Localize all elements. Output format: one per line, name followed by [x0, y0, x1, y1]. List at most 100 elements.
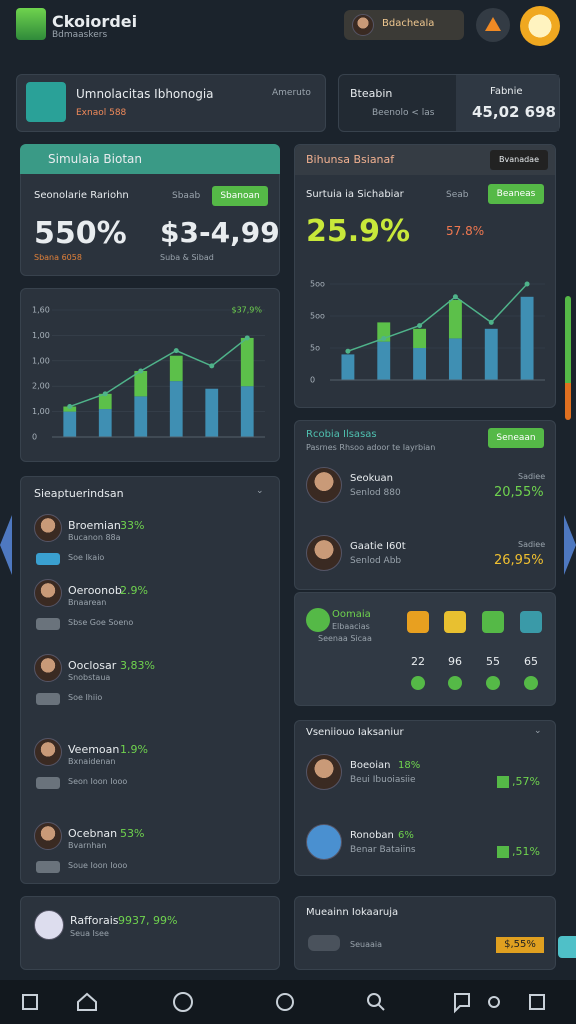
- performance-title: Bihunsa Bsianaf: [306, 153, 395, 166]
- simulation-stat: $3-4,99: [160, 216, 280, 249]
- ranking-avatar: [306, 535, 342, 571]
- holdings-toggle[interactable]: ⌄: [256, 486, 264, 496]
- profile-avatar[interactable]: [520, 6, 560, 46]
- app-title: Ckoiordei: [52, 12, 138, 31]
- nav-menu[interactable]: [22, 994, 38, 1010]
- footer-right-value: $,55%: [496, 937, 544, 953]
- balance-value-panel: [456, 75, 559, 131]
- item-note: Sbse Goe Soeno: [68, 618, 134, 627]
- item-icon: [36, 618, 60, 630]
- item-detail: Snobstaua: [68, 673, 111, 682]
- item-icon: [36, 861, 60, 873]
- stats-dot: [448, 676, 462, 690]
- performance-button[interactable]: Bvanadae: [490, 150, 548, 170]
- simulation-note: Suba & Sibad: [160, 253, 214, 262]
- logo: [16, 8, 46, 40]
- nav-more[interactable]: [529, 994, 545, 1010]
- stats-icon[interactable]: [482, 611, 504, 633]
- account-icon: [26, 82, 66, 122]
- account-title: Umnolacitas Ibhonogia: [76, 87, 214, 101]
- watch-flag: [497, 776, 509, 788]
- next-arrow[interactable]: [564, 515, 576, 575]
- nav-status[interactable]: [488, 996, 500, 1008]
- item-note: Soue Ioon Iooo: [68, 861, 128, 870]
- item-icon: [36, 553, 60, 565]
- item-avatar: [34, 654, 62, 682]
- alert-button[interactable]: [476, 8, 510, 42]
- nav-search: [377, 1003, 385, 1011]
- stats-dot: [486, 676, 500, 690]
- simulation-tag: Sbaab: [172, 191, 201, 201]
- simulation-button[interactable]: Sbanoan: [212, 186, 268, 206]
- account-subtitle: Exnaol 588: [76, 108, 127, 118]
- item-note: Seon Ioon Iooo: [68, 777, 128, 786]
- nav-home[interactable]: [77, 992, 97, 1011]
- performance-tag: Seab: [446, 190, 469, 200]
- nav-chat[interactable]: [454, 993, 470, 1014]
- ranking-name: Seokuan: [350, 473, 393, 484]
- item-avatar: [34, 822, 62, 850]
- stats-icon[interactable]: [407, 611, 429, 633]
- item-avatar: [34, 579, 62, 607]
- ranking-change: 20,55%: [494, 485, 544, 500]
- stats-dot: [524, 676, 538, 690]
- account-action[interactable]: Ameruto: [272, 88, 311, 98]
- rankings-title: Rcobia Ilsasas: [306, 429, 377, 440]
- ranking-name: Gaatie I60t: [350, 541, 406, 552]
- watch-value: ,57%: [512, 775, 540, 788]
- alert-icon: [485, 17, 501, 31]
- performance-action[interactable]: Beaneas: [488, 184, 544, 204]
- watch-flag: [497, 846, 509, 858]
- watch-change: 18%: [398, 760, 421, 771]
- account-card: [16, 74, 326, 132]
- stats-icon: [306, 608, 330, 632]
- side-badge[interactable]: [558, 936, 576, 958]
- balance-value: 45,02 698: [472, 103, 556, 121]
- nav-search[interactable]: [367, 993, 381, 1007]
- holdings-title: Sieaptuerindsan: [34, 487, 124, 500]
- simulation-stat: 550%: [34, 216, 127, 251]
- rankings-button[interactable]: Seneaan: [488, 428, 544, 448]
- stats-icon[interactable]: [444, 611, 466, 633]
- ranking-change: 26,95%: [494, 553, 544, 568]
- watch-avatar: [306, 824, 342, 860]
- item-detail: Bnaarean: [68, 598, 107, 607]
- stats-count: 22: [411, 655, 425, 668]
- simulation-header[interactable]: [20, 144, 280, 174]
- watch-detail: Benar Bataiins: [350, 845, 416, 855]
- watch-toggle[interactable]: ⌄: [534, 726, 542, 736]
- ranking-detail: Senlod Abb: [350, 556, 402, 566]
- nav-explore[interactable]: [173, 992, 193, 1012]
- rankings-subtitle: Pasrnes Rhsoo adoor te Iayrbian: [306, 443, 436, 452]
- watch-value: ,51%: [512, 845, 540, 858]
- prev-arrow[interactable]: [0, 515, 12, 575]
- stats-count: 55: [486, 655, 500, 668]
- footer-left-card: [20, 896, 280, 970]
- ranking-detail: Senlod 880: [350, 488, 401, 498]
- item-note: Soe Ikaio: [68, 553, 105, 562]
- item-detail: Bxnaidenan: [68, 757, 116, 766]
- stats-icon[interactable]: [520, 611, 542, 633]
- item-detail: Bvarnhan: [68, 841, 107, 850]
- item-change: 2.9%: [120, 584, 148, 597]
- simulation-title: Simulaia Biotan: [48, 152, 143, 166]
- nav-center[interactable]: [276, 993, 294, 1011]
- footer-name: Rafforais: [70, 914, 119, 927]
- footer-right-card: [294, 896, 556, 970]
- scrollbar: [565, 296, 571, 420]
- item-avatar: [34, 738, 62, 766]
- item-change: 53%: [120, 827, 145, 840]
- item-detail: Bucanon 88a: [68, 533, 121, 542]
- chart-card: [20, 288, 280, 462]
- simulation-note: Sbana 6058: [34, 253, 82, 262]
- ranking-label: Sadiee: [518, 472, 546, 481]
- footer-chip: [308, 935, 340, 951]
- item-name: Ocebnan: [68, 827, 118, 840]
- watch-name: Ronoban: [350, 830, 394, 841]
- item-change: 1.9%: [120, 743, 148, 756]
- app-subtitle: Bdmaaskers: [52, 30, 108, 40]
- user-avatar: [352, 14, 374, 36]
- item-name: Oeroonob: [68, 584, 122, 597]
- stats-detail: Seenaa Sicaa: [318, 634, 372, 643]
